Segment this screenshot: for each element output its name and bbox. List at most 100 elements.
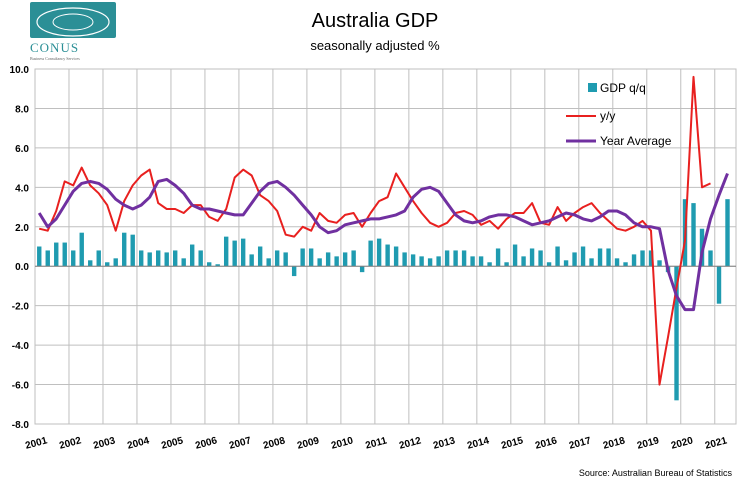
bar-gdp-qq [529,248,535,267]
x-tick-label: 2021 [704,435,729,451]
bar-gdp-qq [351,250,356,267]
bar-gdp-qq [419,256,424,267]
bar-gdp-qq [113,258,118,267]
bar-gdp-qq [71,250,76,267]
bar-gdp-qq [580,246,586,267]
y-tick-label: 0.0 [15,262,29,273]
bar-gdp-qq [232,240,237,267]
x-tick-label: 2015 [500,435,525,451]
line-y-y [38,75,711,386]
bar-gdp-qq [62,242,67,267]
x-tick-label: 2016 [534,435,559,451]
bar-gdp-qq [266,258,271,267]
bar-gdp-qq [368,240,373,267]
bar-gdp-qq [130,234,135,267]
x-tick-label: 2014 [466,435,491,451]
x-tick-label: 2013 [432,435,457,451]
chart-subtitle: seasonally adjusted % [310,38,440,53]
bar-gdp-qq [708,250,713,267]
x-tick-label: 2008 [262,435,287,451]
bar-gdp-qq [54,242,59,267]
bar-gdp-qq [606,248,611,267]
x-tick-label: 2011 [364,435,388,451]
bar-gdp-qq [436,256,441,267]
chart-title: Australia GDP [311,10,439,32]
bar-gdp-qq [470,256,475,267]
y-tick-label: -4.0 [12,341,30,352]
bar-gdp-qq [283,252,288,267]
bar-gdp-qq [597,248,603,267]
bar-gdp-qq [393,246,399,267]
bar-gdp-qq [444,250,450,267]
bar-gdp-qq [274,250,280,267]
legend-label: Year Average [600,134,672,148]
source-note: Source: Australian Bureau of Statistics [578,468,732,478]
bar-gdp-qq [308,248,314,267]
bar-gdp-qq [691,203,696,267]
bar-gdp-qq [291,266,297,277]
x-tick-label: 2020 [670,435,695,451]
bar-gdp-qq [198,250,203,267]
bar-gdp-qq [453,250,458,267]
bar-gdp-qq [385,244,390,267]
bar-gdp-qq [725,199,730,267]
bar-gdp-qq [88,260,93,267]
x-tick-label: 2018 [602,435,627,451]
y-tick-label: 4.0 [15,183,29,194]
bar-gdp-qq [122,232,127,267]
bar-gdp-qq [674,266,679,401]
bar-gdp-qq [96,250,101,267]
bar-gdp-qq [402,252,407,267]
bar-gdp-qq [461,250,467,267]
bar-gdp-qq [512,244,518,267]
bar-gdp-qq [164,252,169,267]
bar-gdp-qq [359,266,365,273]
bar-gdp-qq [79,232,84,267]
bar-gdp-qq [334,256,339,267]
x-tick-label: 2006 [194,435,219,451]
x-tick-label: 2017 [568,435,593,451]
bar-gdp-qq [657,260,662,267]
logo-name: CONUS [30,40,80,55]
x-tick-label: 2005 [160,435,185,451]
bar-gdp-qq [504,262,509,267]
x-tick-label: 2009 [296,435,321,451]
legend-label: GDP q/q [600,81,646,95]
bar-gdp-qq [521,256,526,267]
bar-gdp-qq [317,258,322,267]
x-tick-label: 2012 [398,435,423,451]
bar-gdp-qq [181,258,186,267]
x-tick-label: 2002 [58,435,83,451]
bar-gdp-qq [648,250,654,267]
bar-gdp-qq [45,250,50,267]
bar-gdp-qq [495,248,501,267]
y-tick-label: 10.0 [10,65,30,76]
bar-gdp-qq [623,262,628,267]
bar-gdp-qq [410,254,416,267]
bar-gdp-qq [173,250,178,267]
bar-gdp-qq [546,262,552,267]
x-tick-label: 2003 [92,435,117,451]
bar-gdp-qq [640,250,645,267]
bar-gdp-qq [139,250,144,267]
conus-logo: CONUS Business Consultancy Services [30,2,116,64]
y-tick-label: 6.0 [15,144,29,155]
bar-gdp-qq [105,262,110,267]
bar-gdp-qq [614,258,620,267]
y-tick-label: -6.0 [12,381,30,392]
x-tick-label: 2004 [126,435,151,451]
bar-gdp-qq [716,266,722,304]
bar-gdp-qq [300,248,305,267]
bar-gdp-qq [376,238,382,267]
x-tick-label: 2010 [330,435,355,451]
bar-gdp-qq [631,254,637,267]
x-tick-label: 2001 [24,435,49,451]
bar-gdp-qq [478,256,484,267]
bar-gdp-qq [555,246,560,267]
bar-gdp-qq [427,258,433,267]
bar-gdp-qq [189,244,195,267]
line-year-average [37,172,729,312]
bar-gdp-qq [538,250,543,267]
x-tick-label: 2019 [636,435,661,451]
